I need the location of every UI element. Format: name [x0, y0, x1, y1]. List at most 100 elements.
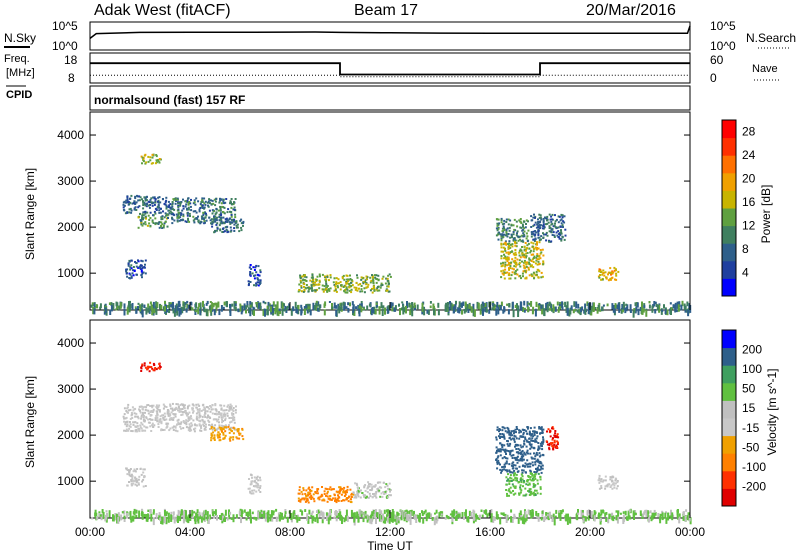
data-cell — [528, 247, 531, 250]
data-cell — [329, 486, 332, 489]
data-cell — [302, 487, 305, 490]
data-cell — [530, 249, 532, 252]
noise-tick-low-right: 10^0 — [710, 39, 736, 53]
data-cell — [518, 492, 520, 495]
data-cell — [512, 461, 515, 464]
data-cell — [133, 516, 136, 520]
data-cell — [219, 433, 221, 436]
data-cell — [512, 465, 514, 467]
data-cell — [541, 431, 544, 434]
data-cell — [315, 278, 318, 281]
data-cell — [318, 279, 321, 282]
data-cell — [549, 218, 552, 221]
data-cell — [257, 511, 260, 518]
data-cell — [340, 493, 343, 496]
data-cell — [525, 256, 527, 259]
data-cell — [167, 512, 170, 518]
data-cell — [140, 417, 143, 420]
data-cell — [615, 269, 617, 272]
data-cell — [356, 276, 359, 279]
data-cell — [222, 414, 225, 417]
data-cell — [553, 224, 556, 227]
data-cell — [516, 225, 519, 228]
data-cell — [523, 514, 526, 520]
data-cell — [130, 480, 133, 483]
data-cell — [109, 309, 112, 315]
data-cell — [537, 260, 540, 263]
data-cell — [235, 224, 238, 227]
data-cell — [557, 436, 560, 439]
data-cell — [200, 201, 203, 204]
data-cell — [138, 428, 141, 431]
data-cell — [218, 411, 220, 414]
data-cell — [672, 304, 675, 309]
data-cell — [532, 306, 535, 313]
data-cell — [521, 459, 524, 462]
data-cell — [229, 222, 232, 225]
data-cell — [203, 197, 206, 200]
data-cell — [669, 302, 672, 305]
data-cell — [501, 234, 504, 237]
data-cell — [648, 304, 651, 309]
data-cell — [439, 511, 442, 516]
data-cell — [198, 408, 201, 411]
data-cell — [235, 428, 237, 431]
data-cell — [202, 300, 204, 308]
data-cell — [538, 468, 541, 471]
data-cell — [366, 487, 369, 490]
data-cell — [507, 478, 510, 481]
data-cell — [540, 304, 543, 310]
data-cell — [509, 471, 512, 474]
data-cell — [169, 404, 172, 407]
data-cell — [406, 510, 409, 516]
data-cell — [336, 515, 339, 519]
data-cell — [499, 437, 501, 439]
data-cell — [238, 510, 241, 516]
data-cell — [158, 512, 161, 516]
data-cell — [318, 498, 321, 501]
data-cell — [538, 462, 541, 464]
data-cell — [173, 208, 176, 211]
data-cell — [515, 242, 518, 245]
data-cell — [198, 210, 201, 213]
data-cell — [505, 232, 508, 235]
data-cell — [307, 306, 310, 310]
data-cell — [187, 405, 189, 408]
data-cell — [153, 197, 156, 200]
data-cell — [496, 428, 499, 431]
data-cell — [211, 199, 214, 202]
data-cell — [217, 209, 220, 212]
data-cell — [543, 516, 546, 522]
data-cell — [129, 197, 132, 200]
data-cell — [533, 240, 536, 242]
data-cell — [112, 514, 114, 522]
data-cell — [525, 247, 528, 250]
data-cell — [220, 404, 223, 407]
data-cell — [343, 517, 346, 523]
data-cell — [230, 405, 233, 408]
data-cell — [231, 219, 234, 221]
data-cell — [525, 430, 528, 433]
data-cell — [514, 239, 517, 242]
data-cell — [171, 426, 174, 429]
data-cell — [558, 303, 561, 306]
data-cell — [538, 455, 541, 458]
data-cell — [162, 407, 165, 410]
data-cell — [688, 306, 691, 309]
data-cell — [492, 303, 495, 307]
data-cell — [506, 264, 509, 267]
data-cell — [509, 479, 511, 482]
data-cell — [504, 249, 507, 252]
data-cell — [162, 210, 164, 213]
data-cell — [128, 427, 131, 430]
data-cell — [540, 467, 543, 470]
data-cell — [215, 207, 218, 210]
data-cell — [199, 203, 202, 205]
data-cell — [187, 417, 190, 420]
data-cell — [191, 509, 194, 516]
data-cell — [392, 510, 395, 517]
data-cell — [509, 432, 512, 434]
data-cell — [569, 517, 571, 524]
data-cell — [141, 214, 144, 217]
data-cell — [512, 233, 515, 236]
